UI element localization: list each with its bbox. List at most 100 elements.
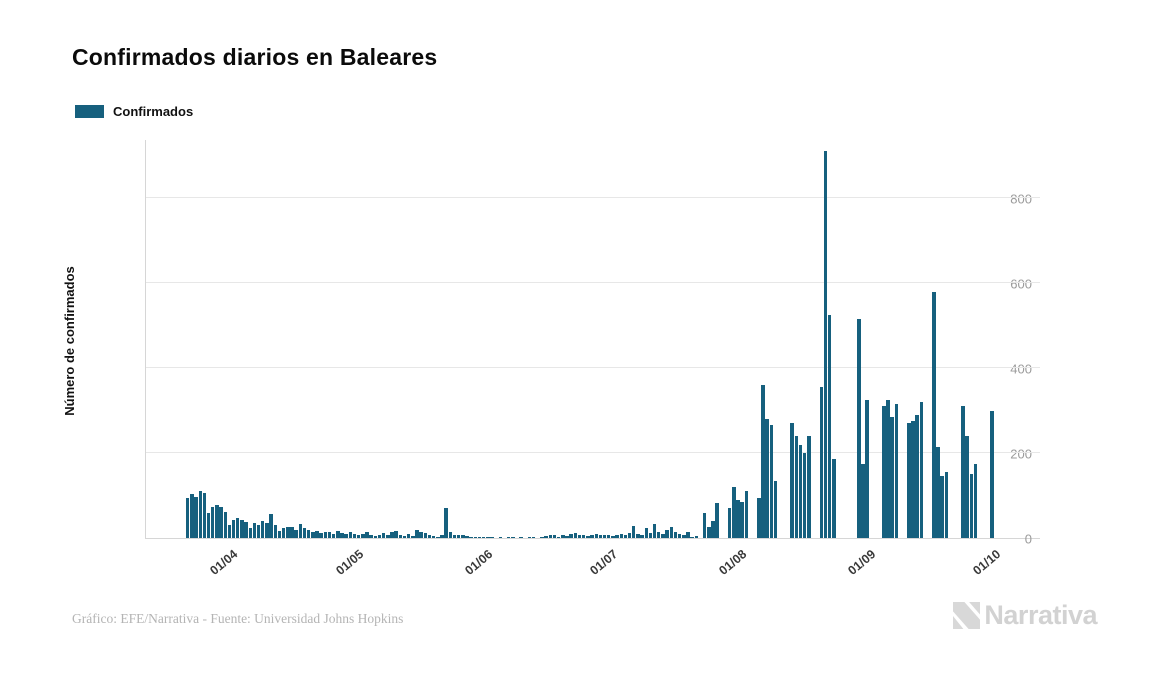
- bar-day-155[interactable]: [832, 459, 836, 538]
- bar-day-139[interactable]: [765, 419, 769, 538]
- bar-day-56[interactable]: [419, 531, 423, 538]
- bar-day-91[interactable]: [565, 535, 569, 538]
- bar-day-127[interactable]: [715, 503, 719, 538]
- bar-day-88[interactable]: [552, 535, 557, 538]
- bar-day-6[interactable]: [211, 506, 215, 538]
- bar-day-5[interactable]: [206, 512, 211, 538]
- bar-day-23[interactable]: [281, 528, 286, 538]
- bar-day-65[interactable]: [456, 534, 461, 538]
- bar-day-115[interactable]: [665, 530, 669, 538]
- bar-day-70[interactable]: [477, 537, 482, 538]
- bar-day-169[interactable]: [890, 416, 894, 538]
- bar-day-72[interactable]: [486, 537, 490, 538]
- bar-day-75[interactable]: [498, 537, 503, 538]
- bar-day-93[interactable]: [573, 532, 578, 538]
- bar-day-167[interactable]: [882, 406, 886, 538]
- bar-day-121[interactable]: [690, 536, 694, 538]
- bar-day-67[interactable]: [465, 535, 469, 538]
- bar-day-140[interactable]: [769, 425, 774, 538]
- bar-day-71[interactable]: [481, 537, 486, 538]
- bar-day-53[interactable]: [406, 534, 411, 538]
- bar-day-153[interactable]: [823, 151, 828, 538]
- bar-day-63[interactable]: [448, 531, 453, 538]
- bar-day-96[interactable]: [586, 535, 590, 538]
- bar-day-40[interactable]: [352, 533, 357, 538]
- bar-day-132[interactable]: [736, 499, 740, 538]
- bar-day-87[interactable]: [548, 534, 553, 538]
- bar-day-9[interactable]: [223, 512, 227, 538]
- bar-day-64[interactable]: [452, 534, 457, 538]
- bar-day-52[interactable]: [402, 535, 407, 538]
- bar-day-73[interactable]: [490, 537, 494, 538]
- bar-day-149[interactable]: [807, 436, 811, 538]
- bar-day-7[interactable]: [215, 504, 219, 538]
- bar-day-24[interactable]: [286, 527, 290, 538]
- bar-day-94[interactable]: [577, 535, 582, 538]
- bar-day-12[interactable]: [236, 518, 240, 538]
- bar-day-30[interactable]: [311, 531, 315, 538]
- bar-day-181[interactable]: [940, 476, 944, 538]
- bar-day-179[interactable]: [932, 291, 936, 538]
- bar-day-130[interactable]: [727, 508, 732, 538]
- bar-day-68[interactable]: [469, 536, 473, 538]
- bar-day-175[interactable]: [915, 414, 919, 538]
- bar-day-180[interactable]: [936, 446, 940, 538]
- bar-day-162[interactable]: [861, 463, 865, 538]
- bar-day-58[interactable]: [427, 534, 432, 538]
- bar-day-57[interactable]: [423, 532, 428, 538]
- bar-day-188[interactable]: [969, 474, 974, 538]
- bar-day-20[interactable]: [269, 513, 273, 538]
- bar-day-163[interactable]: [865, 399, 869, 538]
- bar-day-26[interactable]: [294, 529, 298, 538]
- bar-day-39[interactable]: [348, 532, 353, 538]
- bar-day-78[interactable]: [511, 537, 515, 538]
- bar-day-21[interactable]: [273, 525, 277, 538]
- bar-day-14[interactable]: [244, 521, 248, 538]
- bar-day-119[interactable]: [682, 534, 686, 538]
- bar-day-59[interactable]: [431, 535, 436, 538]
- bar-day-48[interactable]: [386, 535, 390, 538]
- bar-day-126[interactable]: [711, 521, 715, 538]
- bar-day-103[interactable]: [615, 534, 619, 538]
- bar-day-80[interactable]: [519, 537, 523, 538]
- bar-day-62[interactable]: [444, 508, 448, 538]
- bar-day-182[interactable]: [944, 472, 949, 538]
- bar-day-4[interactable]: [202, 492, 207, 538]
- bar-day-110[interactable]: [644, 528, 648, 538]
- bar-day-111[interactable]: [648, 532, 653, 538]
- bar-day-107[interactable]: [632, 526, 636, 538]
- bar-day-66[interactable]: [461, 535, 465, 538]
- bar-day-22[interactable]: [277, 530, 282, 538]
- bar-day-38[interactable]: [344, 534, 348, 538]
- bar-day-54[interactable]: [411, 535, 415, 538]
- bar-day-42[interactable]: [361, 534, 365, 538]
- bar-day-69[interactable]: [473, 537, 478, 538]
- bar-day-3[interactable]: [198, 491, 202, 538]
- bar-day-106[interactable]: [627, 532, 632, 538]
- bar-day-98[interactable]: [594, 533, 598, 538]
- bar-day-55[interactable]: [415, 530, 419, 538]
- bar-day-174[interactable]: [911, 421, 915, 538]
- bar-day-43[interactable]: [365, 532, 369, 538]
- bar-day-50[interactable]: [394, 531, 398, 538]
- bar-day-27[interactable]: [298, 523, 303, 538]
- bar-day-173[interactable]: [907, 423, 911, 538]
- bar-day-146[interactable]: [794, 436, 799, 538]
- bar-day-138[interactable]: [761, 385, 765, 538]
- bar-day-105[interactable]: [623, 534, 628, 538]
- bar-day-35[interactable]: [331, 533, 336, 538]
- bar-day-90[interactable]: [561, 534, 565, 538]
- bar-day-125[interactable]: [707, 526, 711, 538]
- bar-day-101[interactable]: [607, 534, 611, 538]
- bar-day-45[interactable]: [373, 535, 378, 538]
- bar-day-120[interactable]: [686, 532, 690, 538]
- bar-day-112[interactable]: [652, 523, 657, 538]
- bar-day-113[interactable]: [657, 531, 661, 538]
- bar-day-134[interactable]: [744, 491, 749, 538]
- bar-day-102[interactable]: [611, 535, 615, 538]
- bar-day-186[interactable]: [961, 406, 965, 538]
- bar-day-25[interactable]: [290, 527, 294, 538]
- bar-day-109[interactable]: [640, 534, 644, 538]
- bar-day-16[interactable]: [252, 523, 257, 538]
- bar-day-17[interactable]: [256, 525, 261, 538]
